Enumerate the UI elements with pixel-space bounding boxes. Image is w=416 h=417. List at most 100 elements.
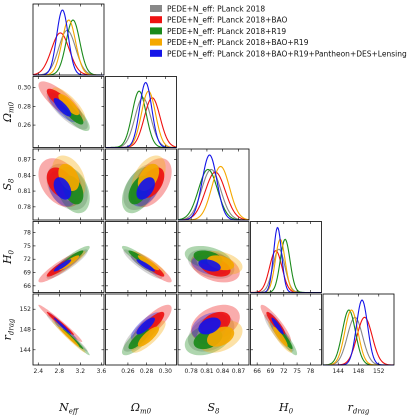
marginal-rd-series-1 — [323, 316, 394, 366]
y-tick-label-s8: 0.84 — [18, 172, 32, 179]
x-tick-label-s8: 0.81 — [200, 368, 214, 375]
legend-label-5: PEDE+N_eff: PLanck 2018+BAO+R19+Pantheon… — [167, 49, 407, 58]
panel-frame — [250, 221, 322, 293]
y-tick-label-h0: 72 — [23, 256, 31, 263]
y-tick-label-h0: 78 — [23, 230, 31, 237]
panel-s8-rd: 0.78 0.81 0.84 0.87 — [177, 293, 250, 375]
y-tick-label-om: 0.28 — [18, 103, 32, 110]
x-tick-label-neff: 3.6 — [97, 368, 107, 375]
contour-68-neff-om-series-4 — [58, 93, 80, 116]
y-tick-label-s8: 0.78 — [18, 204, 32, 211]
panel-neff-neff — [32, 3, 105, 76]
panel-frame — [177, 221, 250, 293]
contour-68-om-h0-series-4 — [137, 255, 160, 271]
panel-frame — [177, 148, 250, 221]
contour-68-neff-h0-series-5 — [53, 259, 72, 272]
marginal-om-series-2 — [105, 97, 177, 149]
x-tick-label-neff: 2.8 — [55, 368, 65, 375]
legend: PEDE+N_eff: PLanck 2018 PEDE+N_eff: PLanc… — [150, 5, 407, 58]
y-tick-label-h0: 69 — [23, 270, 31, 277]
panel-om-om — [105, 76, 177, 149]
x-tick-label-h0: 69 — [267, 368, 275, 375]
x-tick-label-h0: 66 — [253, 368, 261, 375]
panel-om-h0 — [105, 221, 177, 293]
panel-om-s8 — [105, 148, 177, 221]
legend-swatch-4 — [150, 38, 162, 46]
y-tick-label-s8: 0.81 — [18, 188, 32, 195]
panel-s8-h0 — [177, 221, 250, 293]
x-tick-label-h0: 75 — [293, 368, 301, 375]
x-tick-label-h0: 78 — [307, 368, 315, 375]
y-tick-label-om: 0.30 — [18, 85, 32, 92]
panel-neff-om: 0.26 0.28 0.30 — [18, 76, 105, 148]
panel-rd-rd: 144 148 152 — [322, 293, 395, 375]
y-tick-label-h0: 66 — [23, 283, 31, 290]
x-tick-label-s8: 0.87 — [232, 368, 246, 375]
panel-om-rd: 0.26 0.28 0.30 — [105, 293, 177, 375]
contour-68-neff-rd-series-4 — [58, 326, 80, 347]
legend-swatch-2 — [150, 16, 162, 24]
marginal-s8-series-4 — [178, 165, 250, 221]
y-axis-label-om: Ωm0 — [1, 101, 16, 123]
panel-s8-s8 — [177, 148, 250, 221]
panels: Neff Ωm0 Ωm0 S8 S8 H0 H0 rdrag rdrag 0.26 0.28 0.30… — [1, 3, 395, 416]
x-axis-label-s8: S8 — [207, 401, 220, 416]
panel-frame — [32, 3, 105, 76]
x-tick-label-om: 0.30 — [159, 368, 173, 375]
x-tick-label-rd: 144 — [332, 368, 344, 375]
x-axis-label-om: Ωm0 — [130, 401, 152, 416]
contour-68-h0-rd-series-5 — [271, 317, 284, 335]
y-tick-label-rd: 148 — [20, 327, 32, 334]
y-tick-label-h0: 75 — [23, 243, 31, 250]
y-tick-label-rd: 152 — [20, 306, 32, 313]
contour-68-neff-om-series-5 — [53, 98, 72, 117]
x-tick-label-rd: 152 — [373, 368, 385, 375]
contour-68-om-rd-series-5 — [136, 317, 155, 335]
panel-frame — [105, 221, 177, 293]
legend-label-3: PEDE+N_eff: PLanck 2018+R19 — [167, 27, 286, 36]
marginal-rd-series-2 — [323, 316, 395, 366]
legend-label-4: PEDE+N_eff: PLanck 2018+BAO+R19 — [167, 38, 309, 47]
contour-68-om-h0-series-5 — [136, 259, 155, 272]
legend-label-1: PEDE+N_eff: PLanck 2018 — [167, 5, 265, 14]
x-tick-label-neff: 3.2 — [76, 368, 86, 375]
y-tick-label-s8: 0.87 — [18, 157, 32, 164]
x-tick-label-s8: 0.78 — [184, 368, 198, 375]
x-tick-label-s8: 0.84 — [216, 368, 230, 375]
x-tick-label-h0: 72 — [280, 368, 288, 375]
x-tick-label-rd: 148 — [353, 368, 365, 375]
panel-neff-h0: 66 69 72 75 78 — [23, 221, 105, 293]
x-tick-label-om: 0.26 — [121, 368, 135, 375]
x-axis-label-h0: H0 — [278, 401, 294, 416]
marginal-rd-series-4 — [323, 309, 394, 366]
panel-frame — [32, 76, 105, 148]
panel-h0-rd: 66 69 72 75 78 — [250, 293, 322, 375]
contour-68-neff-s8-series-5 — [53, 177, 72, 200]
panel-neff-s8: 0.78 0.81 0.84 0.87 — [18, 148, 105, 221]
x-tick-label-neff: 2.4 — [33, 368, 43, 375]
marginal-rd-series-3 — [322, 309, 394, 366]
contour-68-s8-rd-series-5 — [198, 317, 221, 335]
contour-68-s8-h0-series-5 — [198, 259, 221, 272]
marginal-om-series-1 — [105, 97, 177, 149]
x-axis-label-rd: rdrag — [348, 401, 370, 416]
y-axis-label-rd: rdrag — [1, 318, 16, 340]
panel-frame — [105, 148, 177, 221]
contour-68-om-s8-series-5 — [136, 177, 155, 200]
legend-swatch-5 — [150, 49, 162, 57]
legend-label-2: PEDE+N_eff: PLanck 2018+BAO — [167, 16, 288, 25]
legend-swatch-1 — [150, 5, 162, 12]
panel-frame — [32, 221, 105, 293]
marginal-s8-series-1 — [177, 168, 249, 221]
y-axis-label-h0: H0 — [1, 249, 16, 265]
y-axis-label-s8: S8 — [1, 178, 16, 191]
panel-h0-h0 — [250, 221, 322, 294]
panel-neff-rd: 2.4 2.8 3.2 3.6 144 148 152 — [20, 293, 107, 375]
contour-68-h0-rd-series-4 — [272, 326, 288, 347]
x-tick-label-om: 0.28 — [140, 368, 154, 375]
x-axis-label-neff: Neff — [58, 401, 79, 416]
panel-frame — [105, 76, 177, 148]
y-tick-label-om: 0.26 — [18, 122, 32, 129]
panel-frame — [32, 148, 105, 221]
